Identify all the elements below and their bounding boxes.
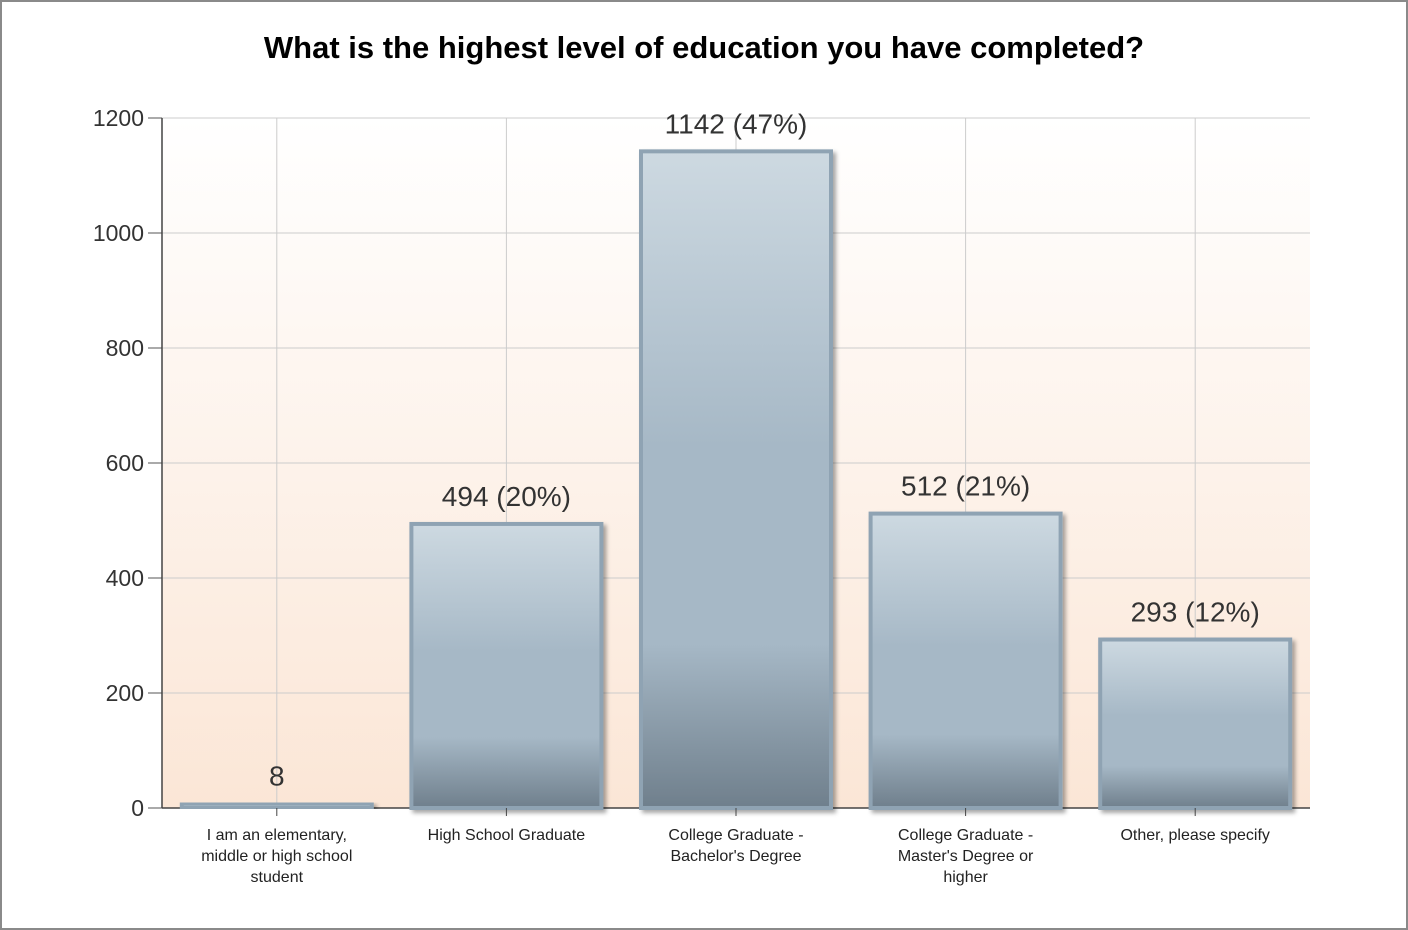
x-tick-label-line: student xyxy=(251,869,304,886)
x-tick-label-line: middle or high school xyxy=(201,848,352,865)
chart-title: What is the highest level of education y… xyxy=(263,30,1145,65)
data-label: 293 (12%) xyxy=(1131,597,1260,628)
data-label: 512 (21%) xyxy=(901,471,1030,502)
x-tick-label-line: College Graduate - xyxy=(898,827,1033,844)
bar xyxy=(1098,637,1293,811)
y-tick-label: 400 xyxy=(106,565,144,591)
y-tick-label: 1200 xyxy=(93,105,144,131)
data-label: 8 xyxy=(269,760,285,791)
bar xyxy=(179,801,374,811)
y-tick-label: 1000 xyxy=(93,220,144,246)
bar xyxy=(868,511,1063,810)
y-tick-label: 200 xyxy=(106,680,144,706)
data-label: 1142 (47%) xyxy=(665,108,808,139)
y-tick-label: 800 xyxy=(106,335,144,361)
x-tick-label: Other, please specify xyxy=(1120,827,1269,844)
bar xyxy=(639,149,833,811)
x-tick-label-line: College Graduate - xyxy=(668,827,803,844)
y-tick-label: 0 xyxy=(131,795,144,821)
x-tick-label-line: I am an elementary, xyxy=(207,827,347,844)
x-tick-label-line: Other, please specify xyxy=(1120,827,1269,844)
x-tick-label-line: higher xyxy=(943,869,988,886)
bar xyxy=(409,521,604,810)
x-tick-label: College Graduate - Bachelor's Degree xyxy=(668,827,803,865)
x-tick-label: I am an elementary, middle or high school… xyxy=(201,827,352,886)
x-tick-label-line: Bachelor's Degree xyxy=(670,848,801,865)
x-tick-label: College Graduate - Master's Degree or high… xyxy=(898,827,1034,886)
x-tick-label: High School Graduate xyxy=(428,827,586,844)
x-tick-label-line: Master's Degree or xyxy=(898,848,1034,865)
x-tick-label-line: High School Graduate xyxy=(428,827,586,844)
data-label: 494 (20%) xyxy=(442,481,571,512)
y-tick-label: 600 xyxy=(106,450,144,476)
